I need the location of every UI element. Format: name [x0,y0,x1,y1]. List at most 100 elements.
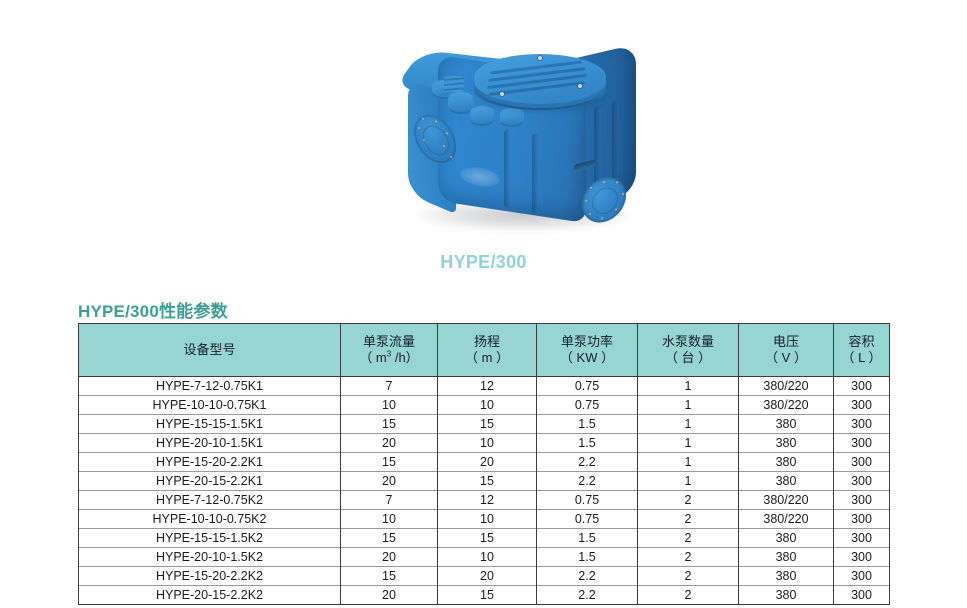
cell-volume: 300 [833,509,890,529]
column-header-model: 设备型号 [78,323,341,377]
cell-power: 2.2 [536,566,638,586]
column-header-power: 单泵功率 （ KW ） [536,323,638,377]
tank-icon [394,44,638,227]
cell-head: 12 [437,490,537,510]
cell-pump-count: 1 [637,452,739,472]
cell-power: 2.2 [536,585,638,605]
cell-volume: 300 [833,566,890,586]
cell-voltage: 380 [738,528,834,548]
unit-pump-count: （ 台 ） [664,350,712,365]
cell-model: HYPE-20-15-2.2K1 [78,471,341,491]
table-row: HYPE-7-12-0.75K1 7 12 0.75 1 380/220 300 [78,376,890,396]
cell-volume: 300 [833,528,890,548]
column-header-flow: 单泵流量 （ m3 /h） [340,323,438,377]
cell-volume: 300 [833,414,890,434]
cell-voltage: 380 [738,547,834,567]
cell-volume: 300 [833,547,890,567]
table-header-row: 设备型号 单泵流量 （ m3 /h） 扬程 （ m ） 单泵功率 （ KW ） … [78,323,890,377]
cell-flow: 15 [340,566,438,586]
cell-model: HYPE-15-15-1.5K2 [78,528,341,548]
cell-head: 10 [437,395,537,415]
cell-power: 0.75 [536,376,638,396]
cell-flow: 20 [340,585,438,605]
cell-head: 10 [437,509,537,529]
cell-voltage: 380 [738,566,834,586]
inlet-port-c [470,106,494,124]
cell-power: 2.2 [536,471,638,491]
table-row: HYPE-15-20-2.2K2 15 20 2.2 2 380 300 [78,566,890,586]
product-caption: HYPE/300 [440,252,527,272]
cell-pump-count: 1 [637,376,739,396]
cell-model: HYPE-15-20-2.2K2 [78,566,341,586]
cell-flow: 10 [340,509,438,529]
cell-voltage: 380 [738,471,834,491]
spec-table: 设备型号 单泵流量 （ m3 /h） 扬程 （ m ） 单泵功率 （ KW ） … [78,323,890,605]
cell-volume: 300 [833,376,890,396]
tank-rib [612,99,619,187]
table-row: HYPE-7-12-0.75K2 7 12 0.75 2 380/220 300 [78,490,890,510]
cell-pump-count: 1 [637,395,739,415]
table-row: HYPE-20-10-1.5K2 20 10 1.5 2 380 300 [78,547,890,567]
cell-power: 1.5 [536,433,638,453]
unit-power: （ KW ） [559,350,615,365]
cell-power: 0.75 [536,509,638,529]
cell-power: 1.5 [536,547,638,567]
table-row: HYPE-20-15-2.2K1 20 15 2.2 1 380 300 [78,471,890,491]
cell-voltage: 380 [738,414,834,434]
lid-screw [578,84,582,88]
access-lid [474,54,606,104]
cell-flow: 15 [340,528,438,548]
cell-head: 20 [437,566,537,586]
cell-model: HYPE-20-15-2.2K2 [78,585,341,605]
cell-pump-count: 1 [637,433,739,453]
table-row: HYPE-15-15-1.5K1 15 15 1.5 1 380 300 [78,414,890,434]
cell-pump-count: 2 [637,490,739,510]
product-illustration [394,2,648,242]
cell-model: HYPE-7-12-0.75K2 [78,490,341,510]
cell-head: 10 [437,547,537,567]
cell-head: 15 [437,585,537,605]
unit-voltage: （ V ） [765,350,807,365]
cell-flow: 10 [340,395,438,415]
cell-flow: 20 [340,433,438,453]
column-header-volume: 容积 （ L ） [833,323,890,377]
cell-pump-count: 2 [637,528,739,548]
unit-flow: （ m3 /h） [359,349,419,365]
page-title: HYPE/300性能参数 [78,302,228,321]
cell-model: HYPE-10-10-0.75K1 [78,395,341,415]
table-row: HYPE-20-15-2.2K2 20 15 2.2 2 380 300 [78,585,890,605]
unit-head: （ m ） [464,350,510,365]
cell-pump-count: 2 [637,566,739,586]
lid-screw [538,56,542,60]
cell-volume: 300 [833,471,890,491]
cell-flow: 7 [340,490,438,510]
cell-pump-count: 1 [637,471,739,491]
cell-voltage: 380 [738,585,834,605]
cell-volume: 300 [833,585,890,605]
column-header-head: 扬程 （ m ） [437,323,537,377]
cell-voltage: 380/220 [738,376,834,396]
cell-volume: 300 [833,395,890,415]
cell-head: 15 [437,528,537,548]
table-row: HYPE-20-10-1.5K1 20 10 1.5 1 380 300 [78,433,890,453]
cell-voltage: 380 [738,433,834,453]
cell-pump-count: 2 [637,547,739,567]
product-image-block: HYPE/300 [0,0,967,272]
cell-flow: 15 [340,452,438,472]
cell-flow: 20 [340,471,438,491]
lid-screw [500,92,504,96]
cell-head: 10 [437,433,537,453]
cell-model: HYPE-15-20-2.2K1 [78,452,341,472]
cell-pump-count: 2 [637,509,739,529]
cell-voltage: 380/220 [738,509,834,529]
column-header-voltage: 电压 （ V ） [738,323,834,377]
cell-head: 20 [437,452,537,472]
unit-volume: （ L ） [841,350,882,365]
cell-voltage: 380/220 [738,490,834,510]
cell-pump-count: 2 [637,585,739,605]
spec-table-body: HYPE-7-12-0.75K1 7 12 0.75 1 380/220 300 HYPE-1… [78,376,890,605]
cell-power: 1.5 [536,414,638,434]
cell-power: 0.75 [536,395,638,415]
cell-voltage: 380 [738,452,834,472]
cell-pump-count: 1 [637,414,739,434]
